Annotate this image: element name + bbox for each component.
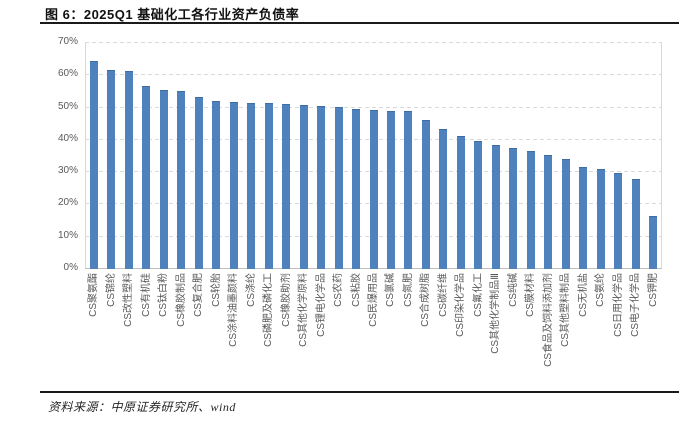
x-category-label: CS民爆用品 xyxy=(368,273,379,327)
bar xyxy=(649,216,658,269)
y-tick-label: 50% xyxy=(57,100,78,112)
plot-area xyxy=(85,42,662,268)
x-category-label: CS其他化学原料 xyxy=(298,273,310,347)
bar xyxy=(596,168,605,269)
bar xyxy=(526,150,535,269)
gridline xyxy=(85,42,662,43)
y-tick-label: 40% xyxy=(57,132,78,144)
bar xyxy=(264,103,273,269)
x-category-label: CS印染化学品 xyxy=(455,273,467,337)
bar xyxy=(317,105,326,269)
bar xyxy=(369,110,378,269)
bar xyxy=(159,90,168,269)
bar xyxy=(439,129,448,269)
x-category-label: CS钛白粉 xyxy=(158,273,170,317)
y-tick-label: 0% xyxy=(63,262,78,273)
bar xyxy=(247,102,256,269)
gridline xyxy=(85,106,662,108)
y-tick-label: 10% xyxy=(57,229,78,241)
y-tick-label: 20% xyxy=(57,197,78,209)
bar xyxy=(229,101,238,269)
x-category-label: CS无机盐 xyxy=(577,273,589,317)
bar xyxy=(404,111,413,269)
figure-title: 图 6：2025Q1 基础化工各行业资产负债率 xyxy=(45,7,300,22)
x-category-label: CS氯碱 xyxy=(385,273,397,307)
y-tick-label: 70% xyxy=(57,36,78,47)
bar xyxy=(561,158,570,269)
bar xyxy=(491,145,500,269)
bar xyxy=(614,172,623,269)
x-category-label: CS纯碱 xyxy=(507,273,519,307)
gridline xyxy=(85,74,662,76)
x-category-label: CS食品及饲料添加剂 xyxy=(542,273,554,367)
bar xyxy=(177,91,186,269)
x-category-label: CS电子化学品 xyxy=(630,273,642,337)
x-category-label: CS轮胎 xyxy=(210,273,222,307)
x-category-label: CS涂料油墨颜料 xyxy=(228,273,240,347)
x-category-label: CS日用化学品 xyxy=(612,273,624,337)
bar xyxy=(352,109,360,269)
x-category-label: CS农药 xyxy=(333,273,345,307)
bar xyxy=(142,85,151,269)
bar xyxy=(421,120,430,269)
x-category-label: CS合成树脂 xyxy=(420,273,432,327)
bar xyxy=(124,71,133,269)
x-category-label: CS膜材料 xyxy=(525,273,537,317)
bar xyxy=(544,155,553,269)
x-category-label: CS复合肥 xyxy=(193,273,205,317)
x-category-label: CS改性塑料 xyxy=(123,273,135,327)
bar xyxy=(299,105,308,269)
bar xyxy=(334,107,343,269)
source-note: 资料来源：中原证券研究所、wind xyxy=(48,400,236,414)
x-category-label: CS氨纶 xyxy=(595,273,607,307)
source-rule xyxy=(40,391,679,393)
bar xyxy=(456,135,465,269)
y-tick-label: 60% xyxy=(57,68,78,80)
x-category-label: CS有机硅 xyxy=(140,273,152,317)
bar xyxy=(194,96,203,269)
bar xyxy=(282,104,291,269)
bar xyxy=(474,141,483,269)
title-rule xyxy=(40,22,679,24)
bar xyxy=(212,101,221,269)
bar xyxy=(509,147,518,269)
bar xyxy=(386,111,395,269)
bar xyxy=(107,70,116,269)
x-category-label: CS其他塑料制品 xyxy=(560,273,572,347)
x-category-label: CS氟化工 xyxy=(472,273,484,317)
x-category-label: CS锂电化学品 xyxy=(315,273,327,337)
x-category-label: CS锦纶 xyxy=(105,273,117,307)
x-category-label: CS橡胶制品 xyxy=(175,273,187,327)
x-category-label: CS涤纶 xyxy=(245,273,257,307)
x-category-label: CS钾肥 xyxy=(647,273,659,307)
x-category-label: CS橡胶助剂 xyxy=(280,273,292,327)
bar xyxy=(631,179,640,269)
x-category-label: CS聚氨酯 xyxy=(88,273,100,317)
y-tick-label: 30% xyxy=(57,165,78,177)
x-category-label: CS粘胶 xyxy=(350,273,362,307)
x-category-label: CS碳纤维 xyxy=(437,273,449,317)
x-category-label: CS其他化学制品Ⅲ xyxy=(490,273,502,354)
bar xyxy=(579,166,588,269)
x-category-label: CS氮肥 xyxy=(402,273,414,307)
bar-chart: 0% 10% 20% 30% 40% 50% 60% 70% CS聚氨酯 CS锦纶 CS改性塑料 C… xyxy=(57,36,662,367)
x-category-label: CS磷肥及磷化工 xyxy=(263,273,275,347)
bar xyxy=(89,61,98,269)
